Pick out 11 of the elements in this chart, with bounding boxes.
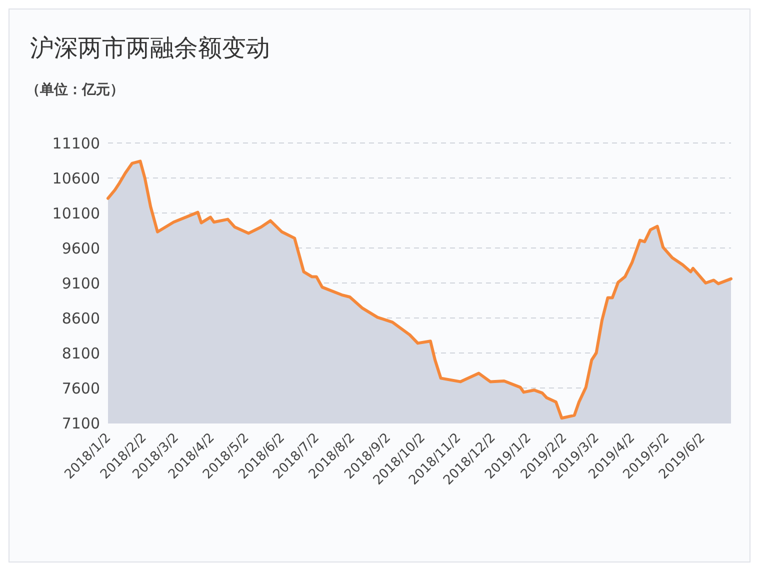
y-tick-label: 9100 xyxy=(62,274,100,292)
y-tick-label: 8600 xyxy=(62,309,100,328)
y-tick-label: 7100 xyxy=(62,414,100,432)
chart-title: 沪深两市两融余额变动 xyxy=(30,34,270,62)
y-tick-label: 8100 xyxy=(62,344,100,362)
y-tick-label: 11100 xyxy=(52,134,100,152)
y-tick-label: 9600 xyxy=(62,239,100,258)
y-tick-label: 10100 xyxy=(52,204,100,222)
y-tick-label: 7600 xyxy=(62,379,100,398)
y-tick-label: 10600 xyxy=(52,169,100,188)
chart-subtitle: （单位：亿元） xyxy=(26,82,124,98)
